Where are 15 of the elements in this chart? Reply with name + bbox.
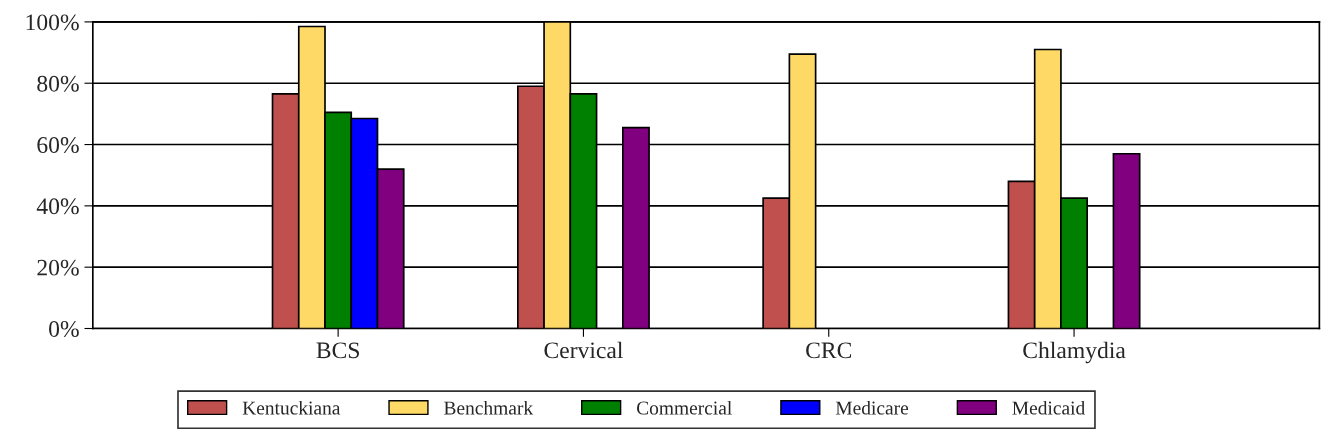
y-tick-label: 60% xyxy=(37,137,79,154)
legend-label: Kentuckiana xyxy=(242,400,341,415)
legend-label: Commercial xyxy=(636,400,732,415)
legend-label: Medicaid xyxy=(1012,400,1085,415)
legend-label: Medicare xyxy=(835,400,909,415)
y-tick-label: 20% xyxy=(37,259,79,276)
x-tick-label: BCS xyxy=(316,342,359,359)
y-tick-label: 80% xyxy=(37,75,79,92)
y-tick-label: 40% xyxy=(36,198,79,215)
legend-label: Benchmark xyxy=(444,400,534,415)
x-tick-label: CRC xyxy=(806,342,852,359)
x-tick-label: Cervical xyxy=(544,341,623,359)
y-tick-label: 100% xyxy=(26,14,79,31)
y-tick-label: 0% xyxy=(49,320,79,337)
x-tick-label: Chlamydia xyxy=(1023,341,1126,364)
